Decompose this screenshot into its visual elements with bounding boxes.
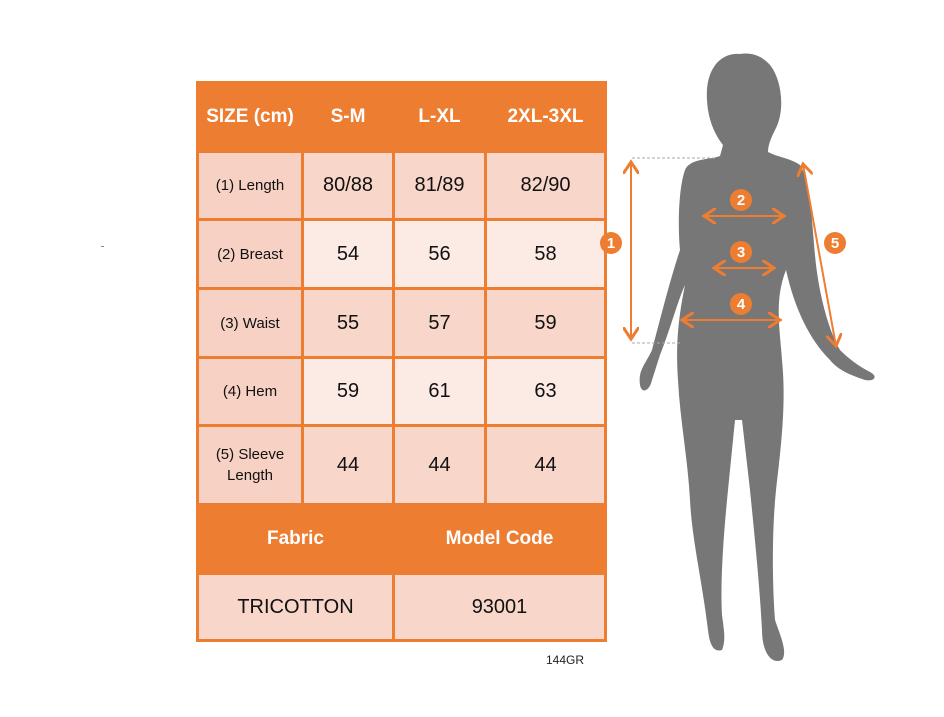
row-label: (1) Length [196, 150, 304, 221]
marker-1: 1 [607, 235, 615, 252]
table-row: (4) Hem 59 61 63 [196, 356, 607, 427]
silhouette [639, 53, 875, 661]
row-label: (5) Sleeve Length [196, 424, 304, 506]
fabric-header: Fabric [196, 503, 395, 575]
cell: 81/89 [392, 150, 487, 221]
cell: 44 [392, 424, 487, 506]
stray-mark [101, 246, 104, 247]
cell: 56 [392, 218, 487, 290]
row-label: (4) Hem [196, 356, 304, 427]
cell: 63 [484, 356, 607, 427]
cell: 57 [392, 287, 487, 359]
size-table: SIZE (cm) S-M L-XL 2XL-3XL (1) Length 80… [196, 81, 607, 642]
marker-5: 5 [831, 235, 839, 252]
cell: 59 [301, 356, 395, 427]
marker-4: 4 [737, 296, 746, 313]
cell: 54 [301, 218, 395, 290]
row-label: (3) Waist [196, 287, 304, 359]
cell: 58 [484, 218, 607, 290]
header-size: SIZE (cm) [196, 81, 304, 153]
fabric-row: TRICOTTON 93001 [196, 572, 607, 642]
table-row: (3) Waist 55 57 59 [196, 287, 607, 359]
table-row: (1) Length 80/88 81/89 82/90 [196, 150, 607, 221]
body-silhouette-diagram: 1 2 3 4 5 [600, 53, 875, 661]
cell: 55 [301, 287, 395, 359]
marker-3: 3 [737, 244, 745, 261]
cell: 82/90 [484, 150, 607, 221]
model-code-header: Model Code [392, 503, 607, 575]
table-row: (5) Sleeve Length 44 44 44 [196, 424, 607, 506]
cell: 44 [484, 424, 607, 506]
table-row: (2) Breast 54 56 58 [196, 218, 607, 290]
product-code: 144GR [546, 653, 585, 667]
cell: 59 [484, 287, 607, 359]
header-l-xl: L-XL [392, 81, 487, 153]
row-label: (2) Breast [196, 218, 304, 290]
cell: 44 [301, 424, 395, 506]
header-2xl-3xl: 2XL-3XL [484, 81, 607, 153]
header-s-m: S-M [301, 81, 395, 153]
fabric-value: TRICOTTON [196, 572, 395, 642]
fabric-header-row: Fabric Model Code [196, 503, 607, 575]
marker-2: 2 [737, 192, 745, 209]
cell: 61 [392, 356, 487, 427]
cell: 80/88 [301, 150, 395, 221]
model-code-value: 93001 [392, 572, 607, 642]
size-header-row: SIZE (cm) S-M L-XL 2XL-3XL [196, 81, 607, 153]
sleeve-arrow [803, 164, 836, 346]
